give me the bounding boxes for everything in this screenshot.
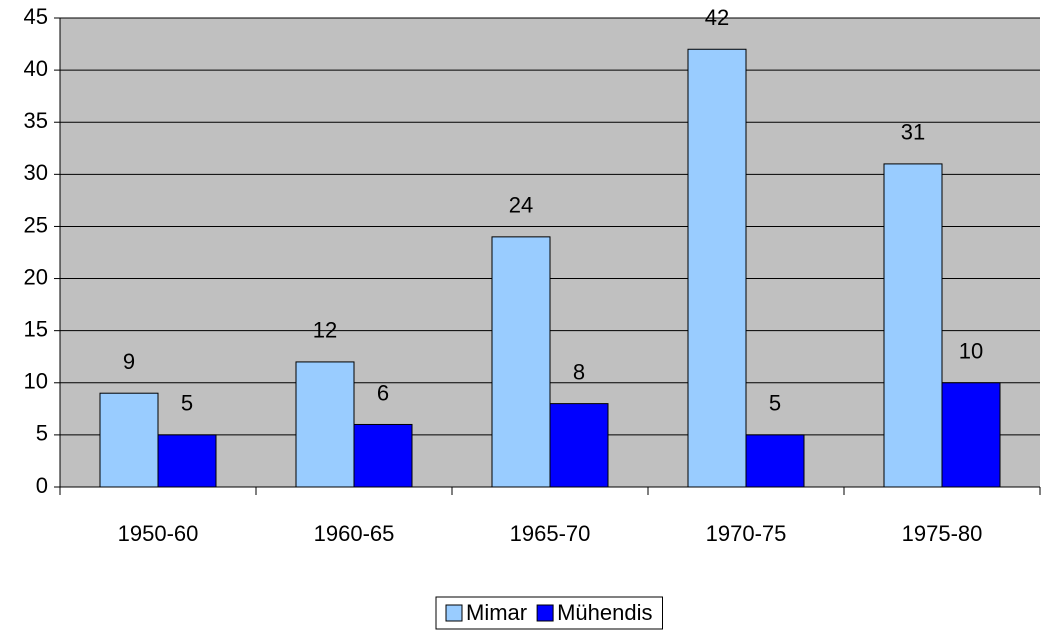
bar [549,403,609,488]
x-tick-label: 1965-70 [510,521,591,546]
bar [353,423,413,488]
bar [157,434,217,488]
bar [745,434,805,488]
bar [295,361,355,488]
y-tick-label: 40 [24,56,48,81]
y-tick-label: 35 [24,108,48,133]
legend-label: Mühendis [557,600,652,625]
y-tick-label: 25 [24,212,48,237]
y-tick-label: 15 [24,316,48,341]
data-label: 9 [123,349,135,374]
legend-swatch [445,604,463,622]
x-tick-label: 1975-80 [902,521,983,546]
bar [99,392,159,488]
data-label: 5 [181,391,193,416]
bar [941,382,1001,488]
data-label: 6 [377,380,389,405]
bar [883,163,943,488]
x-tick-label: 1950-60 [118,521,199,546]
data-label: 24 [509,193,533,218]
legend-swatch [536,604,554,622]
y-tick-label: 0 [36,473,48,498]
x-tick-label: 1960-65 [314,521,395,546]
data-label: 12 [313,318,337,343]
data-label: 42 [705,5,729,30]
data-label: 31 [901,120,925,145]
data-label: 8 [573,359,585,384]
data-label: 10 [959,339,983,364]
bar [491,236,551,488]
bar [687,48,747,488]
legend-label: Mimar [466,600,527,625]
data-label: 5 [769,391,781,416]
y-tick-label: 20 [24,264,48,289]
x-tick-label: 1970-75 [706,521,787,546]
y-tick-label: 10 [24,369,48,394]
y-tick-label: 5 [36,421,48,446]
y-tick-label: 45 [24,4,48,29]
y-tick-label: 30 [24,160,48,185]
